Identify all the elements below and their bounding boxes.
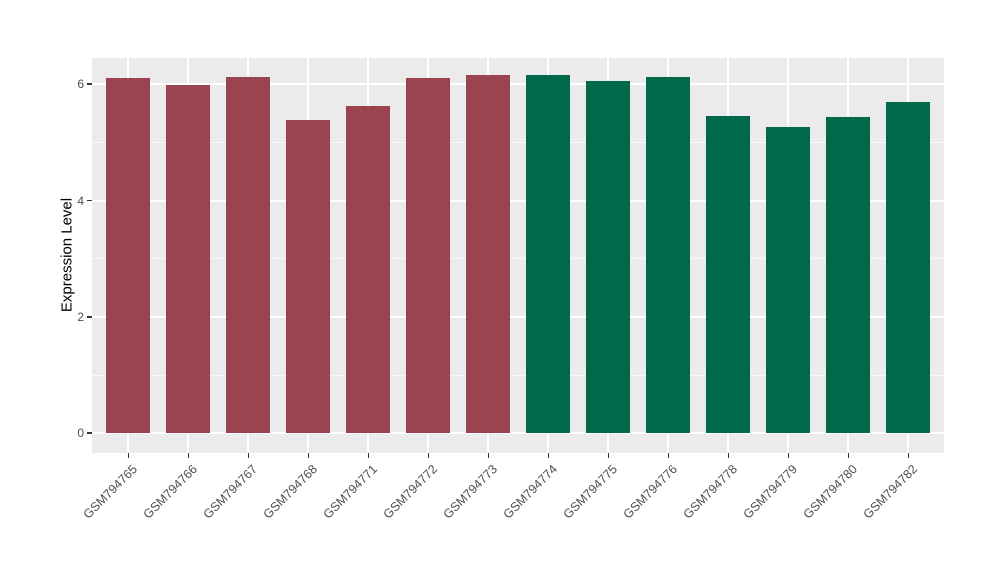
x-tick-mark bbox=[607, 453, 610, 458]
h-gridline-minor bbox=[92, 374, 944, 376]
h-gridline-major bbox=[92, 315, 944, 318]
x-tick-mark bbox=[667, 453, 670, 458]
x-tick-label: GSM794772 bbox=[380, 462, 441, 522]
y-axis-title: Expression Level bbox=[58, 197, 76, 313]
x-tick-mark bbox=[127, 453, 130, 458]
bar-GSM794768 bbox=[286, 120, 331, 434]
x-tick-label: GSM794779 bbox=[740, 462, 801, 522]
x-tick-mark bbox=[367, 453, 370, 458]
bar-GSM794776 bbox=[646, 77, 691, 434]
y-tick-mark bbox=[87, 199, 92, 202]
bar-GSM794773 bbox=[466, 74, 511, 434]
y-tick-label: 0 bbox=[77, 426, 84, 441]
y-tick-label: 4 bbox=[77, 193, 84, 208]
x-tick-label: GSM794765 bbox=[80, 462, 141, 522]
x-tick-label: GSM794767 bbox=[200, 462, 261, 522]
bar-GSM794765 bbox=[106, 78, 151, 434]
y-tick-label: 2 bbox=[77, 309, 84, 324]
x-tick-mark bbox=[547, 453, 550, 458]
x-tick-label: GSM794771 bbox=[320, 462, 381, 522]
h-gridline-major bbox=[92, 432, 944, 435]
bar-GSM794782 bbox=[886, 101, 931, 434]
y-tick-mark bbox=[87, 316, 92, 318]
x-tick-mark bbox=[247, 453, 250, 458]
x-tick-label: GSM794774 bbox=[500, 462, 561, 522]
x-tick-label: GSM794775 bbox=[560, 462, 621, 522]
bar-GSM794771 bbox=[346, 105, 391, 434]
x-tick-mark bbox=[187, 453, 190, 458]
x-tick-label: GSM794773 bbox=[440, 462, 501, 522]
y-tick-mark bbox=[87, 432, 92, 434]
bar-GSM794778 bbox=[706, 116, 751, 434]
x-tick-label: GSM794782 bbox=[860, 462, 921, 522]
bar-GSM794772 bbox=[406, 77, 451, 434]
bar-GSM794767 bbox=[226, 76, 271, 434]
bar-GSM794766 bbox=[166, 84, 211, 434]
h-gridline-minor bbox=[92, 141, 944, 143]
x-tick-mark bbox=[487, 453, 490, 458]
x-tick-mark bbox=[907, 453, 910, 458]
bar-GSM794775 bbox=[586, 81, 631, 434]
x-tick-mark bbox=[307, 453, 310, 458]
x-tick-mark bbox=[847, 453, 850, 458]
plot-panel bbox=[92, 58, 944, 453]
x-tick-label: GSM794780 bbox=[800, 462, 861, 522]
x-tick-label: GSM794776 bbox=[620, 462, 681, 522]
h-gridline-major bbox=[92, 199, 944, 202]
x-tick-mark bbox=[727, 453, 730, 458]
bar-GSM794779 bbox=[766, 127, 811, 434]
h-gridline-major bbox=[92, 83, 944, 86]
x-tick-mark bbox=[787, 453, 790, 458]
bar-GSM794780 bbox=[826, 116, 871, 434]
y-tick-label: 6 bbox=[77, 77, 84, 92]
x-tick-mark bbox=[427, 453, 430, 458]
bar-GSM794774 bbox=[526, 74, 571, 434]
x-tick-label: GSM794768 bbox=[260, 462, 321, 522]
x-tick-label: GSM794778 bbox=[680, 462, 741, 522]
h-gridline-minor bbox=[92, 258, 944, 260]
x-tick-label: GSM794766 bbox=[140, 462, 201, 522]
y-tick-mark bbox=[87, 83, 92, 85]
